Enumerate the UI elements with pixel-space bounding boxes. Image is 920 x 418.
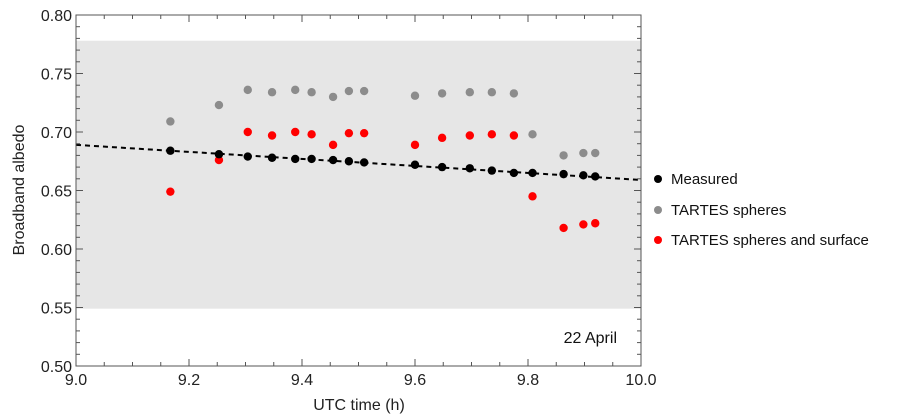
data-point-measured: [359, 158, 369, 167]
date-annotation: 22 April: [564, 330, 617, 347]
data-point-tartes-spheres-and-surface: [359, 128, 369, 138]
plot-area: [75, 40, 642, 309]
data-point-tartes-spheres-and-surface: [291, 127, 300, 137]
data-point-tartes-spheres: [344, 86, 354, 96]
legend-marker-tartes-surface: [654, 236, 662, 244]
data-point-tartes-spheres: [307, 88, 316, 97]
y-tick-label: 0.55: [41, 301, 72, 318]
data-point-measured: [291, 154, 300, 164]
data-point-tartes-spheres-and-surface: [465, 131, 475, 140]
data-point-measured: [509, 168, 519, 178]
data-point-tartes-spheres: [559, 151, 568, 160]
x-tick-label: 9.8: [517, 372, 539, 389]
data-point-tartes-spheres-and-surface: [267, 131, 277, 140]
data-point-tartes-spheres: [243, 85, 252, 95]
data-point-tartes-spheres: [410, 91, 420, 100]
x-tick-label: 9.4: [291, 372, 313, 389]
x-tick-label: 9.0: [65, 372, 87, 389]
y-tick-label: 0.50: [41, 359, 72, 376]
data-point-measured: [166, 146, 175, 155]
data-point-tartes-spheres: [528, 130, 537, 139]
y-tick-label: 0.80: [41, 8, 72, 25]
y-tick-label: 0.60: [41, 242, 72, 259]
y-tick-label: 0.65: [41, 184, 72, 201]
data-point-tartes-spheres: [437, 89, 447, 98]
data-point-tartes-spheres: [465, 88, 475, 97]
data-point-measured: [579, 171, 588, 180]
data-point-tartes-spheres: [328, 92, 338, 102]
legend: Measured TARTES spheres TARTES spheres a…: [654, 171, 869, 249]
data-point-tartes-spheres: [487, 88, 497, 97]
legend-label-measured: Measured: [671, 171, 738, 188]
y-tick-label: 0.70: [41, 125, 72, 142]
y-axis-title: Broadband albedo: [11, 125, 28, 256]
data-point-measured: [243, 152, 252, 161]
data-point-measured: [328, 155, 338, 165]
legend-marker-tartes-spheres: [654, 206, 662, 214]
data-point-tartes-spheres: [509, 89, 519, 98]
legend-label-tartes-surface: TARTES spheres and surface: [671, 232, 869, 249]
x-tick-label: 9.2: [178, 372, 200, 389]
data-point-measured: [559, 169, 568, 179]
x-axis-title: UTC time (h): [313, 397, 405, 414]
data-point-measured: [591, 172, 600, 181]
data-point-tartes-spheres: [359, 86, 369, 96]
data-point-tartes-spheres-and-surface: [243, 127, 252, 137]
data-point-tartes-spheres-and-surface: [410, 140, 420, 150]
data-point-measured: [307, 154, 316, 164]
data-point-tartes-spheres-and-surface: [591, 219, 600, 228]
data-point-tartes-spheres-and-surface: [328, 140, 338, 150]
data-point-measured: [487, 166, 497, 175]
data-point-tartes-spheres: [591, 148, 600, 158]
legend-marker-measured: [654, 175, 662, 183]
x-tick-label: 9.6: [404, 372, 426, 389]
data-point-tartes-spheres-and-surface: [166, 187, 175, 196]
data-point-tartes-spheres: [267, 88, 277, 97]
x-tick-label: 10.0: [625, 372, 656, 389]
data-point-measured: [528, 168, 537, 178]
data-point-tartes-spheres-and-surface: [509, 131, 519, 140]
data-point-tartes-spheres: [579, 148, 588, 158]
data-point-tartes-spheres: [214, 100, 224, 110]
data-point-measured: [410, 160, 420, 169]
data-point-tartes-spheres: [166, 117, 175, 126]
data-point-measured: [437, 162, 447, 172]
y-tick-label: 0.75: [41, 67, 72, 84]
data-point-measured: [267, 153, 277, 162]
data-point-measured: [465, 164, 475, 173]
data-point-tartes-spheres: [291, 85, 300, 95]
legend-label-tartes-spheres: TARTES spheres: [671, 202, 786, 219]
data-point-tartes-spheres-and-surface: [214, 155, 224, 165]
data-point-tartes-spheres-and-surface: [579, 220, 588, 229]
data-point-tartes-spheres-and-surface: [487, 130, 497, 139]
data-point-tartes-spheres-and-surface: [307, 130, 316, 139]
axes: 9.0 9.2 9.4 9.6 9.8 10.0 0.50 0.55 0.60 0.65 0.70 0…: [41, 8, 657, 389]
data-point-tartes-spheres-and-surface: [559, 223, 568, 233]
data-point-tartes-spheres-and-surface: [344, 128, 354, 138]
data-point-tartes-spheres-and-surface: [528, 192, 537, 201]
data-point-tartes-spheres-and-surface: [437, 133, 447, 143]
data-point-measured: [214, 150, 224, 159]
data-point-measured: [344, 157, 354, 166]
